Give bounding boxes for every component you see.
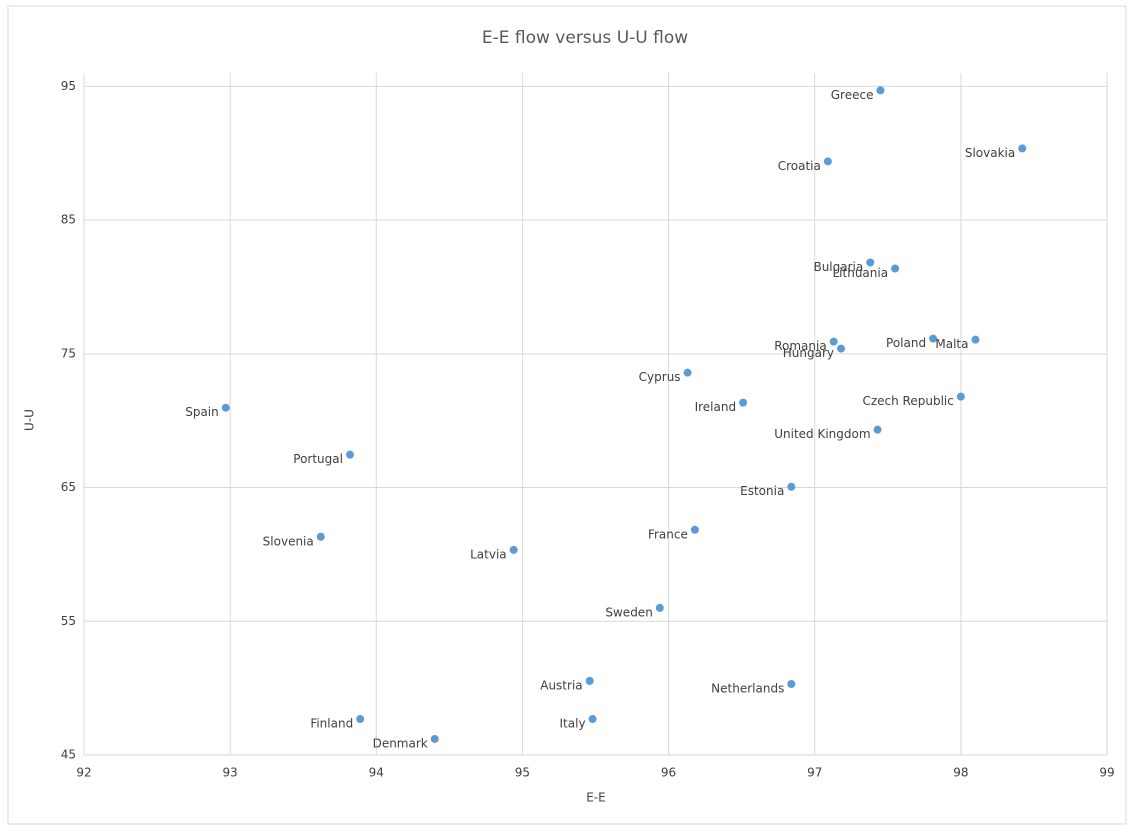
x-tick-label: 92: [76, 766, 91, 780]
point-label: Romania: [774, 339, 826, 353]
point: [971, 335, 980, 344]
point: [690, 525, 699, 534]
point-label: United Kingdom: [774, 427, 870, 441]
point-label: Hungary: [783, 346, 834, 360]
point-label: Slovakia: [965, 146, 1015, 160]
point-label: Lithuania: [832, 266, 888, 280]
point-label: Spain: [185, 405, 219, 419]
point-label: Denmark: [373, 736, 428, 750]
point-label: Estonia: [740, 484, 784, 498]
x-tick-label: 96: [661, 766, 676, 780]
x-axis-title: E-E: [586, 791, 606, 805]
chart-frame: [7, 5, 1127, 825]
point: [823, 157, 832, 166]
point-label: Portugal: [293, 452, 343, 466]
point: [739, 398, 748, 407]
y-tick-label: 85: [61, 213, 76, 227]
y-tick-label: 95: [61, 79, 76, 93]
x-tick-label: 93: [223, 766, 238, 780]
point: [683, 368, 692, 377]
point-label: Czech Republic: [862, 394, 953, 408]
point: [876, 86, 885, 95]
point-label: Poland: [886, 336, 926, 350]
point-label: Netherlands: [711, 681, 784, 695]
point: [873, 425, 882, 434]
point-label: Croatia: [778, 159, 821, 173]
y-tick-label: 45: [61, 748, 76, 762]
point: [588, 715, 597, 724]
point: [221, 403, 230, 412]
point: [891, 264, 900, 273]
point-label: Austria: [540, 678, 582, 692]
point: [356, 715, 365, 724]
point-label: Malta: [935, 337, 968, 351]
point: [787, 482, 796, 491]
point: [829, 337, 838, 346]
point-label: France: [648, 527, 688, 541]
point-label: Italy: [560, 717, 586, 731]
point-label: Latvia: [470, 547, 507, 561]
x-tick-label: 99: [1099, 766, 1114, 780]
point-label: Cyprus: [639, 370, 681, 384]
x-tick-label: 98: [953, 766, 968, 780]
x-tick-label: 95: [515, 766, 530, 780]
point: [787, 679, 796, 688]
point: [866, 258, 875, 267]
point: [509, 545, 518, 554]
x-tick-label: 97: [807, 766, 822, 780]
point-label: Bulgaria: [813, 260, 863, 274]
point: [345, 450, 354, 459]
y-tick-label: 65: [61, 480, 76, 494]
point: [316, 532, 325, 541]
point-label: Greece: [831, 88, 874, 102]
point-label: Slovenia: [263, 534, 314, 548]
point: [929, 334, 938, 343]
point: [655, 603, 664, 612]
y-tick-label: 75: [61, 346, 76, 360]
y-tick-label: 55: [61, 614, 76, 628]
point-label: Ireland: [695, 400, 737, 414]
point: [837, 344, 846, 353]
point: [956, 392, 965, 401]
chart-title: E-E flow versus U-U flow: [482, 28, 688, 48]
point-label: Sweden: [605, 605, 652, 619]
point: [430, 734, 439, 743]
point: [1018, 144, 1027, 153]
y-axis-title: U-U: [23, 409, 37, 431]
point-label: Finland: [310, 717, 353, 731]
point: [585, 676, 594, 685]
x-tick-label: 94: [369, 766, 384, 780]
